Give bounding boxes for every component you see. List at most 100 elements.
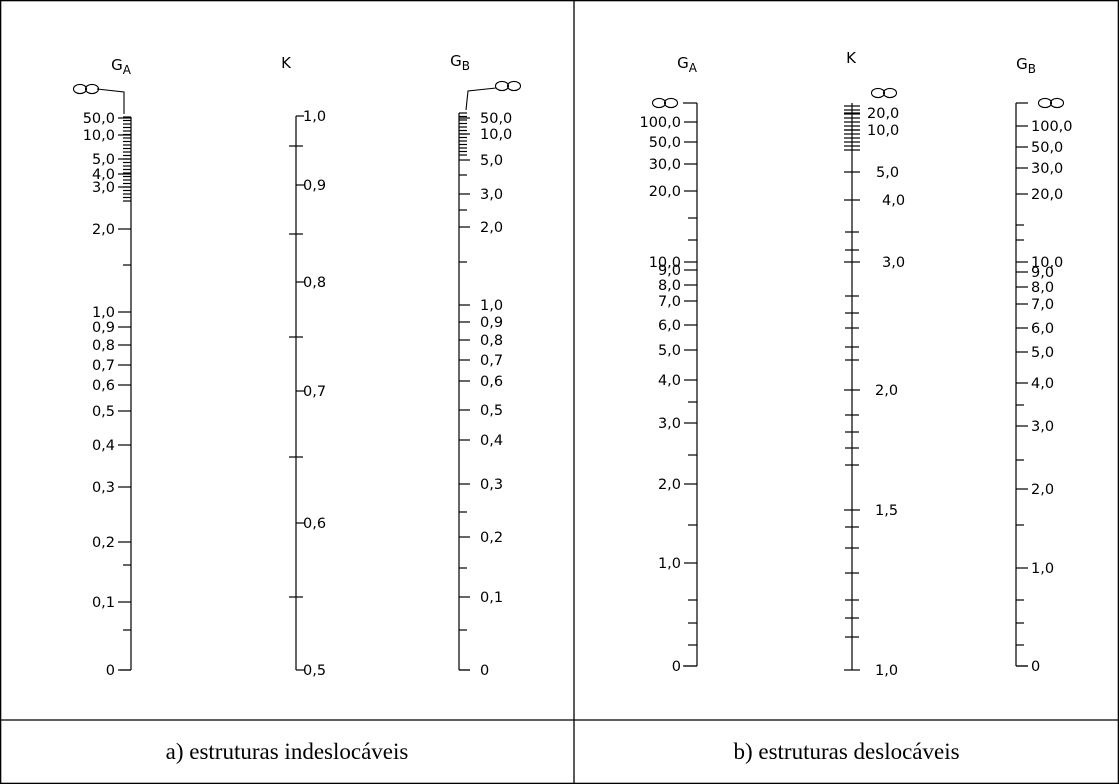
panel-a-k-label: 0,9 [303, 178, 326, 194]
panel-b-ga-label: 10,0 [649, 255, 681, 271]
panel-a-gb-label: 0,9 [480, 315, 503, 331]
panel-a-ga-scale: GA 50,010,0 5,04,03,0 2,0 1,00,9 0,8 0,7 0,6 0,5… [72, 56, 132, 679]
panel-b: GA100,050,030,020,010,09,08,07,06,05,04,… [639, 49, 1072, 679]
panel-a-ga-label: 0,6 [92, 378, 115, 394]
panel-a-gb-label: 0,6 [480, 374, 503, 390]
panel-b-gb-label: 0 [1031, 659, 1040, 675]
panel-b-ga-infinity-icon [651, 97, 679, 109]
panel-a-ga-label: 0,2 [92, 535, 115, 551]
panel-a-ga-label: 0,3 [92, 480, 115, 496]
panel-a-ga-label: 0,7 [92, 358, 115, 374]
panel-b-gb-label: 5,0 [1031, 345, 1054, 361]
panel-a-k-label: 0,5 [303, 663, 326, 679]
panel-a-gb-title: GB [450, 52, 470, 73]
panel-a-ga-label: 50,0 [83, 111, 115, 127]
panel-b-gb-label: 3,0 [1031, 419, 1054, 435]
panel-b-gb-label: 10,0 [1031, 255, 1063, 271]
panel-a-gb-infinity-leader [465, 87, 497, 111]
panel-a-ga-label: 0,4 [92, 438, 115, 454]
panel-b-gb-label: 30,0 [1031, 161, 1063, 177]
panel-b-k-title: K [846, 49, 857, 67]
panel-a-gb-label: 0,4 [480, 433, 503, 449]
panel-a-ga-label: 5,0 [92, 152, 115, 168]
panel-b-ga-label: 9,0 [658, 263, 681, 279]
panel-b-gb-label: 8,0 [1031, 280, 1054, 296]
panel-a-gb-label: 5,0 [480, 153, 503, 169]
panel-a-ga-label: 0 [106, 663, 115, 679]
panel-a-gb-label: 0,2 [480, 530, 503, 546]
panel-b-k-scale: K 20,010,0 5,0 4,0 3,0 2,0 1,5 1,0 [844, 49, 905, 679]
panel-b-gb-label: 6,0 [1031, 321, 1054, 337]
panel-a-ga-label: 0,8 [92, 338, 115, 354]
panel-b-gb-label: 20,0 [1031, 187, 1063, 203]
panel-b-k-label: 10,0 [867, 123, 899, 139]
panel-b-k-label: 20,0 [867, 106, 899, 122]
panel-b-ga-title: GA [677, 54, 698, 75]
panel-b-k-label: 4,0 [882, 193, 905, 209]
panel-b-gb-label: 7,0 [1031, 297, 1054, 313]
panel-a-ga-label: 10,0 [83, 128, 115, 144]
panel-b-gb-label: 1,0 [1031, 561, 1054, 577]
panel-a-k-label: 1,0 [303, 109, 326, 125]
panel-b-k-label: 1,0 [875, 663, 898, 679]
panel-b-ga-label: 8,0 [658, 278, 681, 294]
panel-a: GA50,010,05,04,03,02,01,00,90,80,70,60,5… [72, 52, 522, 679]
panel-a-ga-label: 0,5 [92, 404, 115, 420]
panel-a-ga-label: 0,1 [92, 595, 115, 611]
panel-b-gb-label: 100,0 [1031, 119, 1073, 135]
panel-b-k-infinity-icon [870, 87, 898, 99]
scales-layer: GA50,010,05,04,03,02,01,00,90,80,70,60,5… [72, 49, 1073, 679]
panel-b-ga-label: 6,0 [658, 318, 681, 334]
panel-a-ga-label: 2,0 [92, 222, 115, 238]
panel-a-k-label: 0,6 [303, 516, 326, 532]
panel-a-gb-label: 0,8 [480, 333, 503, 349]
panel-b-ga-label: 0 [672, 659, 681, 675]
panel-a-gb-label: 1,0 [480, 298, 503, 314]
panel-a-gb-label: 0 [480, 663, 489, 679]
panel-a-k-label: 0,7 [303, 384, 326, 400]
panel-b-ga-label: 20,0 [649, 184, 681, 200]
panel-a-ga-infinity-leader [96, 88, 125, 114]
panel-b-gb-scale: GB 100,0 50,0 30,0 20,0 10,09,08,07,0 6,0 5,0 4,… [1015, 55, 1073, 675]
panel-b-ga-label: 100,0 [639, 115, 681, 131]
panel-b-ga-scale: GA 100,0 50,0 30,0 20,0 10,09,08,07,0 6,0 5,0 4,… [639, 54, 697, 675]
panel-a-ga-label: 1,0 [92, 305, 115, 321]
panel-a-k-scale: K 1,0 0,9 0,8 0,7 0,6 0,5 [281, 54, 326, 679]
panel-b-k-label: 5,0 [876, 165, 899, 181]
panel-b-gb-label: 2,0 [1031, 482, 1054, 498]
panel-a-ga-title: GA [111, 56, 132, 77]
panel-a-gb-label: 50,0 [480, 111, 512, 127]
panel-b-ga-label: 3,0 [658, 416, 681, 432]
panel-b-ga-label: 5,0 [658, 343, 681, 359]
panel-b-ga-label: 50,0 [649, 135, 681, 151]
panel-b-ga-label: 1,0 [658, 556, 681, 572]
panel-b-k-label: 1,5 [875, 503, 898, 519]
panel-a-gb-label: 0,3 [480, 477, 503, 493]
panel-b-ga-label: 7,0 [658, 294, 681, 310]
panel-a-gb-label: 0,1 [480, 590, 503, 606]
panel-b-gb-label: 9,0 [1031, 265, 1054, 281]
panel-a-ga-label: 4,0 [92, 167, 115, 183]
panel-a-gb-label: 2,0 [480, 220, 503, 236]
panel-b-gb-label: 4,0 [1031, 376, 1054, 392]
panel-a-k-label: 0,8 [303, 275, 326, 291]
panel-a-gb-label: 3,0 [480, 187, 503, 203]
caption-panel-a: a) estruturas indeslocáveis [165, 739, 409, 764]
panel-a-gb-infinity-icon [494, 80, 522, 92]
panel-a-ga-infinity-icon [72, 83, 100, 95]
caption-panel-b: b) estruturas deslocáveis [733, 739, 960, 764]
panel-a-gb-scale: GB 50,010,0 5,0 3,0 2,0 1,00,9 0,8 0,7 0,6 0,5 0,4… [450, 52, 522, 679]
panel-a-ga-label: 3,0 [92, 180, 115, 196]
panel-a-ga-label: 0,9 [92, 320, 115, 336]
panel-b-gb-infinity-icon [1037, 97, 1065, 109]
panel-a-k-title: K [281, 54, 292, 72]
panel-b-ga-label: 30,0 [649, 157, 681, 173]
panel-b-k-label: 2,0 [875, 383, 898, 399]
panel-b-gb-label: 50,0 [1031, 140, 1063, 156]
panel-b-gb-title: GB [1016, 55, 1036, 76]
panel-b-k-label: 3,0 [882, 255, 905, 271]
panel-a-gb-label: 0,7 [480, 353, 503, 369]
panel-b-ga-label: 2,0 [658, 477, 681, 493]
